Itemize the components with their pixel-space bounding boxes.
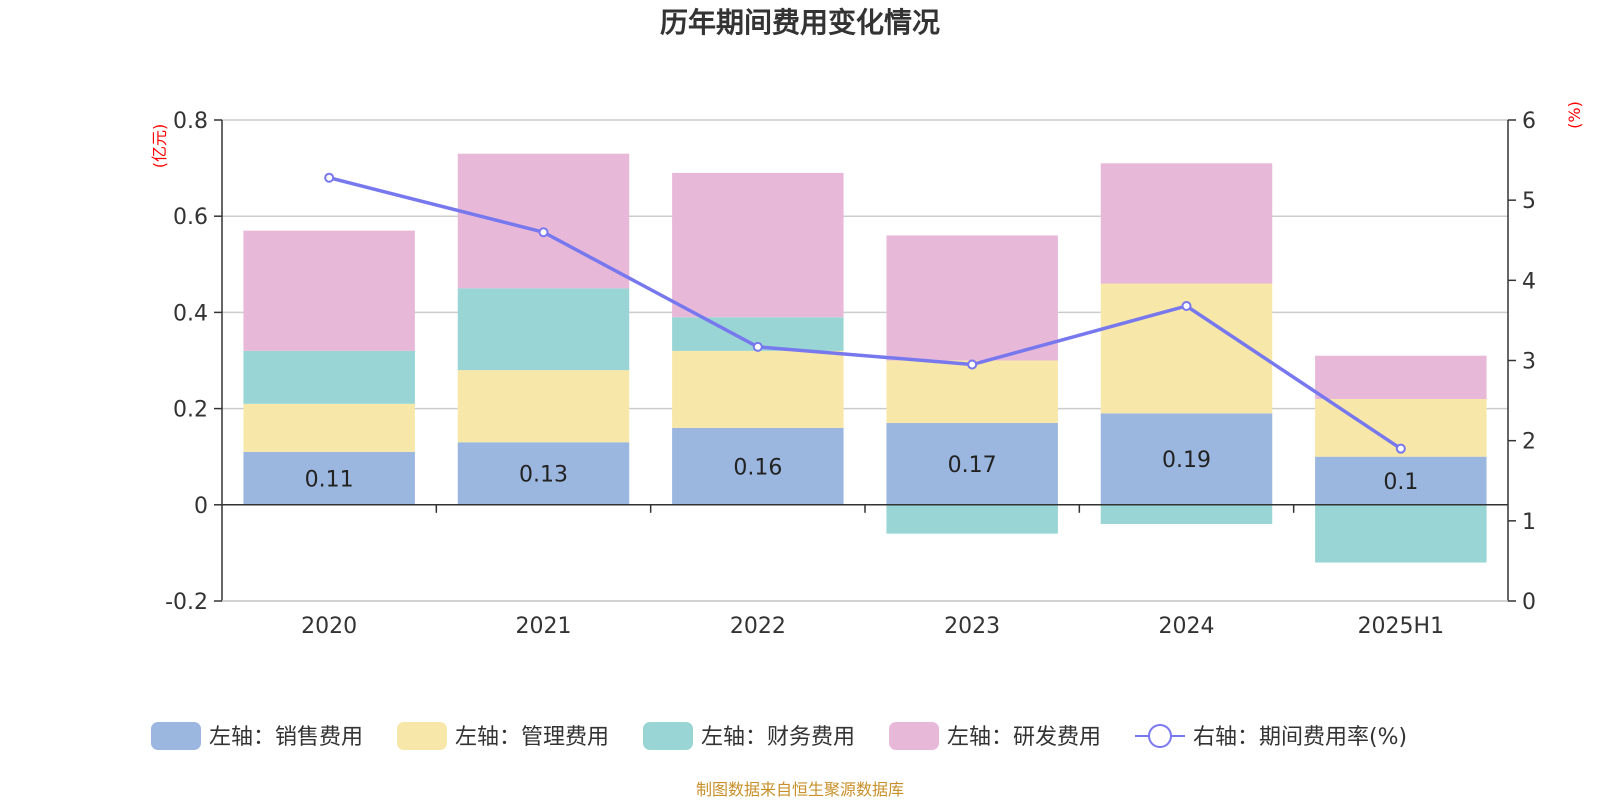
rate-point bbox=[752, 341, 763, 352]
axes: -0.2 0 0.2 0.4 0.6 0.8 0 1 2 3 4 5 6 2020 2021 2022 2023… bbox=[165, 109, 1536, 639]
bar-data-label: 0.11 bbox=[305, 467, 354, 492]
x-tick-label: 2021 bbox=[516, 614, 572, 639]
source-note: 制图数据来自恒生聚源数据库 bbox=[696, 780, 904, 799]
legend-swatch bbox=[397, 722, 447, 750]
bar-segment bbox=[457, 288, 630, 371]
bar-data-label: 0.16 bbox=[733, 455, 782, 480]
legend-item[interactable]: 左轴：财务费用 bbox=[643, 722, 855, 750]
right-axis-unit: (%) bbox=[1565, 101, 1584, 129]
rate-point bbox=[324, 172, 335, 183]
right-tick-label: 0 bbox=[1522, 590, 1536, 615]
right-tick-label: 5 bbox=[1522, 189, 1536, 214]
legend-label: 左轴：财务费用 bbox=[701, 725, 855, 750]
x-tick-label: 2023 bbox=[944, 614, 1000, 639]
legend-label: 右轴：期间费用率(%) bbox=[1193, 725, 1407, 750]
x-tick-label: 2025H1 bbox=[1358, 614, 1445, 639]
bar-data-label: 0.17 bbox=[948, 453, 997, 478]
data-labels: 0.11 0.13 0.16 0.17 0.19 0.1 bbox=[305, 448, 1419, 495]
rate-line bbox=[324, 172, 1406, 454]
chart-title: 历年期间费用变化情况 bbox=[660, 6, 940, 39]
right-tick-label: 6 bbox=[1522, 109, 1536, 134]
bar-segment bbox=[886, 235, 1058, 361]
legend-item[interactable]: 右轴：期间费用率(%) bbox=[1135, 724, 1407, 750]
left-tick-label: -0.2 bbox=[165, 590, 208, 615]
bar-segment bbox=[1315, 456, 1487, 505]
bar-segment bbox=[1100, 504, 1273, 525]
x-tick-label: 2022 bbox=[730, 614, 786, 639]
bar-segment bbox=[672, 427, 844, 505]
bar-segment bbox=[457, 442, 630, 505]
x-tick-label: 2020 bbox=[301, 614, 357, 639]
bar-segment bbox=[243, 451, 415, 505]
legend-item[interactable]: 左轴：管理费用 bbox=[397, 722, 609, 750]
left-tick-label: 0.4 bbox=[173, 301, 208, 326]
bar-segment bbox=[243, 350, 415, 404]
bar-segment bbox=[886, 423, 1058, 505]
bar-data-label: 0.1 bbox=[1383, 470, 1418, 495]
rate-point bbox=[1181, 300, 1192, 311]
bar-segment bbox=[1100, 163, 1273, 284]
left-tick-label: 0.6 bbox=[173, 205, 208, 230]
bar-segment bbox=[1100, 413, 1273, 505]
legend-label: 左轴：研发费用 bbox=[947, 725, 1101, 750]
bar-segment bbox=[243, 230, 415, 351]
legend-item[interactable]: 左轴：销售费用 bbox=[151, 722, 363, 750]
legend-label: 左轴：销售费用 bbox=[209, 725, 363, 750]
rate-line-path bbox=[328, 176, 1402, 451]
bar-segment bbox=[1315, 504, 1487, 563]
rate-point bbox=[1395, 443, 1406, 454]
bar-segment bbox=[457, 370, 630, 443]
rate-point bbox=[538, 227, 549, 238]
bar-segment bbox=[672, 172, 844, 318]
x-tick-label: 2024 bbox=[1159, 614, 1215, 639]
legend-swatch bbox=[643, 722, 693, 750]
rate-point bbox=[967, 359, 978, 370]
bar-data-label: 0.13 bbox=[519, 463, 568, 488]
legend-item[interactable]: 左轴：研发费用 bbox=[889, 722, 1101, 750]
left-tick-label: 0.8 bbox=[173, 109, 208, 134]
bar-data-label: 0.19 bbox=[1162, 448, 1211, 473]
bar-segment bbox=[243, 403, 415, 452]
legend-swatch bbox=[151, 722, 201, 750]
bar-segment bbox=[672, 350, 844, 428]
right-tick-label: 1 bbox=[1522, 510, 1536, 535]
left-tick-label: 0.2 bbox=[173, 398, 208, 423]
bar-segment bbox=[886, 360, 1058, 424]
legend-swatch bbox=[889, 722, 939, 750]
legend-marker bbox=[1148, 724, 1172, 748]
bar-segment bbox=[1315, 355, 1487, 399]
bar-segment bbox=[457, 153, 630, 289]
right-tick-label: 4 bbox=[1522, 269, 1536, 294]
right-tick-label: 3 bbox=[1522, 350, 1536, 375]
bar-segment bbox=[886, 504, 1058, 534]
legend: 左轴：销售费用 左轴：管理费用 左轴：财务费用 左轴：研发费用 右轴：期间费用率(%) bbox=[151, 722, 1407, 750]
right-tick-label: 2 bbox=[1522, 430, 1536, 455]
left-axis-unit: (亿元) bbox=[150, 124, 169, 169]
left-tick-label: 0 bbox=[194, 494, 208, 519]
legend-label: 左轴：管理费用 bbox=[455, 725, 609, 750]
bars bbox=[243, 153, 1487, 563]
